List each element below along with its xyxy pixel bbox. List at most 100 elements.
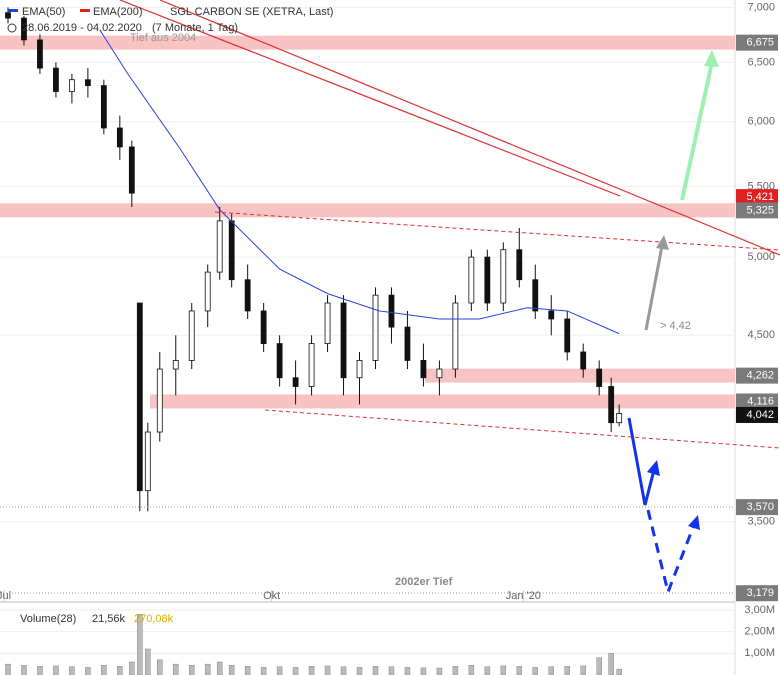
candle-body bbox=[372, 294, 379, 361]
volume-bar bbox=[173, 663, 179, 675]
x-tick-label: Okt bbox=[263, 590, 280, 602]
candle-body bbox=[516, 249, 523, 281]
volume-bar bbox=[260, 667, 267, 675]
volume-bar bbox=[228, 664, 235, 675]
level-zone bbox=[425, 368, 735, 383]
level-box bbox=[736, 393, 778, 410]
dashed-trend bbox=[214, 211, 780, 251]
volume-bar bbox=[117, 666, 123, 675]
candle-body bbox=[69, 79, 75, 92]
candle-body bbox=[260, 310, 267, 344]
candle-body bbox=[616, 413, 623, 424]
volume-bar bbox=[69, 666, 75, 675]
volume-bar bbox=[404, 667, 411, 675]
volume-bar bbox=[5, 663, 11, 675]
candle-body bbox=[84, 79, 91, 86]
candle-body bbox=[276, 343, 283, 379]
arrow-head bbox=[688, 515, 700, 530]
level-box bbox=[736, 585, 778, 602]
level-zone bbox=[150, 394, 735, 409]
volume-bar bbox=[53, 665, 59, 675]
volume-bar bbox=[292, 667, 299, 675]
volume-bar bbox=[564, 666, 570, 675]
candle-body bbox=[324, 302, 331, 344]
candle-body bbox=[468, 256, 475, 304]
candle-body bbox=[188, 310, 195, 361]
level-label: 4,262 bbox=[746, 370, 774, 382]
volume-bar bbox=[21, 664, 27, 675]
volume-bar bbox=[204, 663, 211, 675]
arrow-head bbox=[656, 235, 669, 250]
candle-body bbox=[116, 127, 123, 148]
candle-body bbox=[340, 302, 347, 379]
volume-avg: 21,56k bbox=[92, 613, 126, 625]
candle-body bbox=[136, 302, 143, 492]
trend-line bbox=[159, 0, 780, 256]
volume-last: 270,08k bbox=[134, 613, 174, 625]
y-tick-label: 7,000 bbox=[747, 1, 775, 13]
chart-title: SGL CARBON SE (XETRA, Last) bbox=[170, 6, 333, 18]
level-box bbox=[736, 499, 778, 516]
volume-bar bbox=[580, 665, 586, 675]
annotation: Tief aus 2004 bbox=[130, 32, 196, 44]
clock-icon bbox=[7, 23, 17, 33]
level-label: 4,116 bbox=[747, 395, 774, 407]
volume-bar bbox=[85, 667, 91, 675]
volume-bar bbox=[324, 665, 331, 675]
candle-body bbox=[128, 146, 135, 194]
volume-label: Volume(28) bbox=[20, 613, 76, 625]
level-label: 5,325 bbox=[746, 204, 774, 216]
y-tick-label: 6,000 bbox=[747, 116, 775, 128]
volume-bar bbox=[420, 667, 427, 675]
volume-bar bbox=[340, 666, 347, 675]
candle-body bbox=[532, 279, 539, 312]
x-tick-label: Jul bbox=[0, 590, 11, 602]
y-tick-label: 3,500 bbox=[747, 516, 775, 528]
candle-body bbox=[548, 310, 555, 320]
candle-body bbox=[420, 360, 427, 379]
candle-body bbox=[5, 12, 11, 19]
subtitle: 28.06.2019 - 04.02.2020 bbox=[22, 22, 142, 34]
candle-body bbox=[244, 279, 251, 312]
volume-bar bbox=[276, 666, 283, 675]
candle-body bbox=[388, 294, 395, 328]
level-zone bbox=[0, 203, 735, 218]
volume-bar bbox=[129, 661, 135, 675]
volume-tick-label: 2,00M bbox=[744, 626, 775, 638]
arrow-up-gray bbox=[644, 245, 664, 331]
arrow-up-green bbox=[680, 61, 714, 201]
volume-bar bbox=[101, 664, 107, 675]
candle-body bbox=[564, 318, 571, 353]
arrow-head bbox=[704, 50, 719, 67]
arrow-head bbox=[647, 460, 660, 476]
trend-line bbox=[119, 0, 621, 197]
legend-swatch bbox=[80, 9, 90, 12]
annotation: > 4,42 bbox=[660, 320, 691, 332]
volume-bar bbox=[484, 666, 491, 675]
volume-bar bbox=[308, 666, 315, 675]
level-label: 5,421 bbox=[746, 191, 774, 203]
candle-body bbox=[404, 326, 411, 361]
candle-body bbox=[596, 368, 603, 387]
volume-bar bbox=[388, 666, 395, 675]
volume-tick-label: 3,00M bbox=[744, 604, 775, 616]
volume-bar bbox=[452, 666, 459, 675]
candle-body bbox=[21, 17, 27, 41]
candle-body bbox=[452, 302, 459, 370]
candle-body bbox=[172, 360, 179, 370]
volume-bar bbox=[608, 653, 614, 675]
arrow-blue bbox=[627, 417, 656, 506]
volume-bar bbox=[37, 666, 43, 675]
period: (7 Monate, 1 Tag) bbox=[152, 22, 238, 34]
volume-bar bbox=[188, 664, 195, 675]
level-zone bbox=[0, 35, 735, 50]
candle-body bbox=[204, 271, 211, 312]
candle-body bbox=[144, 431, 151, 492]
level-box bbox=[736, 406, 778, 423]
dashed-trend bbox=[264, 409, 780, 449]
y-tick-label: 5,000 bbox=[747, 251, 775, 263]
volume-bar bbox=[436, 667, 443, 675]
volume-bar bbox=[216, 661, 223, 675]
